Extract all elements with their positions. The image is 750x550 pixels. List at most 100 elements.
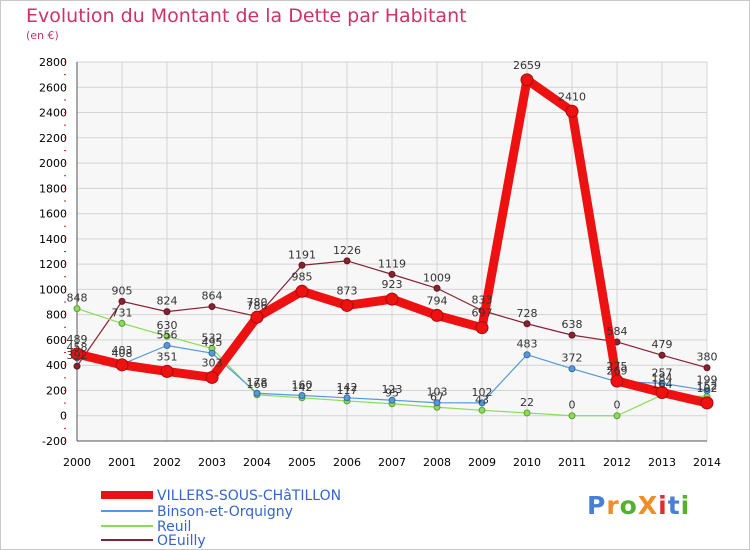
x-tick-label: 2013	[648, 456, 676, 469]
series-2-point	[478, 406, 486, 414]
series-1-data-label: 160	[292, 379, 313, 392]
series-3-data-label: 905	[112, 284, 133, 297]
series-1-data-label: 458	[67, 341, 88, 354]
y-tick-label: 0	[60, 410, 67, 423]
series-0-data-label: 2410	[558, 90, 586, 103]
logo-letter: i	[658, 491, 668, 520]
series-3-data-label: 864	[202, 290, 223, 303]
series-0-point	[115, 358, 129, 372]
series-2-data-label: 848	[67, 292, 88, 305]
page-subtitle: (en €)	[26, 29, 59, 42]
series-0-data-label: 403	[112, 344, 133, 357]
series-3-data-label: 824	[157, 295, 178, 308]
series-2-data-label: 43	[475, 393, 489, 406]
y-tick-label: 600	[46, 334, 67, 347]
series-0-data-label: 351	[157, 350, 178, 363]
series-3-point	[208, 303, 216, 311]
series-0-point	[250, 310, 264, 324]
legend-label: Binson-et-Orquigny	[157, 504, 293, 520]
series-2-data-label: 95	[385, 387, 399, 400]
series-1-point	[208, 349, 216, 357]
series-1-data-label: 178	[247, 376, 268, 389]
series-3-data-label: 1191	[288, 248, 316, 261]
series-1-point	[523, 351, 531, 359]
x-tick-label: 2008	[423, 456, 451, 469]
x-tick-label: 2010	[513, 456, 541, 469]
y-tick-label: 2800	[39, 56, 67, 69]
series-3-point	[703, 364, 711, 372]
series-0-data-label: 873	[337, 284, 358, 297]
y-tick-label: 1600	[39, 208, 67, 221]
series-3-data-label: 1009	[423, 271, 451, 284]
series-1-point	[343, 394, 351, 402]
series-1-point	[478, 399, 486, 407]
series-0-point	[430, 308, 444, 322]
series-0-data-label: 102	[697, 382, 718, 395]
series-2-data-label: 67	[430, 390, 444, 403]
series-3-point	[433, 284, 441, 292]
y-tick-label: 2200	[39, 132, 67, 145]
series-0-data-label: 697	[472, 307, 493, 320]
x-tick-label: 2011	[558, 456, 586, 469]
series-3-data-label: 728	[517, 307, 538, 320]
series-2-point	[568, 412, 576, 420]
y-tick-label: 1400	[39, 233, 67, 246]
series-1-data-label: 102	[472, 386, 493, 399]
series-0-point	[70, 347, 84, 361]
series-1-point	[433, 399, 441, 407]
legend-label: OEuilly	[157, 533, 206, 549]
series-1-point	[568, 365, 576, 373]
series-0-point	[475, 321, 489, 335]
logo-letter: r	[606, 491, 620, 520]
series-2-data-label: 0	[614, 399, 621, 412]
series-0-point	[385, 292, 399, 306]
series-0-data-label: 184	[652, 371, 673, 384]
series-2-point	[613, 412, 621, 420]
series-1-data-label: 556	[157, 328, 178, 341]
series-3-point	[298, 261, 306, 269]
logo-letter: P	[587, 491, 607, 520]
series-3-point	[523, 320, 531, 328]
series-1-point	[298, 392, 306, 400]
series-1-data-label: 199	[697, 374, 718, 387]
series-2-data-label: 142	[292, 381, 313, 394]
series-3-point	[388, 270, 396, 278]
x-tick-label: 2005	[288, 456, 316, 469]
x-tick-label: 2001	[108, 456, 136, 469]
series-1-data-label: 103	[427, 386, 448, 399]
y-tick-label: 1200	[39, 258, 67, 271]
series-1-data-label: 123	[382, 383, 403, 396]
legend-label: VILLERS-SOUS-CHâTILLON	[157, 488, 341, 504]
x-tick-label: 2000	[63, 456, 91, 469]
series-2-point	[118, 319, 126, 327]
series-2-data-label: 164	[652, 378, 673, 391]
series-1-data-label: 372	[562, 352, 583, 365]
y-tick-label: 1800	[39, 182, 67, 195]
proxiti-logo: ProXiti	[587, 491, 690, 520]
series-2-point	[73, 305, 81, 313]
x-tick-label: 2012	[603, 456, 631, 469]
series-3-data-label: 584	[607, 325, 628, 338]
series-0-point	[160, 364, 174, 378]
series-0-point	[700, 396, 714, 410]
series-1-point	[703, 387, 711, 395]
series-3-point	[343, 257, 351, 265]
series-2-data-label: 22	[520, 396, 534, 409]
page-title: Evolution du Montant de la Dette par Hab…	[26, 5, 467, 27]
series-0-point	[205, 370, 219, 384]
series-1-data-label: 142	[337, 381, 358, 394]
series-2-data-label: 0	[569, 399, 576, 412]
series-2-data-label: 731	[112, 306, 133, 319]
logo-letter: o	[619, 491, 638, 520]
series-3-point	[73, 362, 81, 370]
x-tick-label: 2003	[198, 456, 226, 469]
x-tick-label: 2014	[693, 456, 721, 469]
legend-label: Reuil	[157, 519, 191, 535]
series-0-point	[565, 104, 579, 118]
series-0-point	[520, 73, 534, 87]
series-2-data-label: 166	[247, 378, 268, 391]
series-3-data-label: 1226	[333, 244, 361, 257]
series-0-point	[340, 298, 354, 312]
series-0-data-label: 303	[202, 356, 223, 369]
